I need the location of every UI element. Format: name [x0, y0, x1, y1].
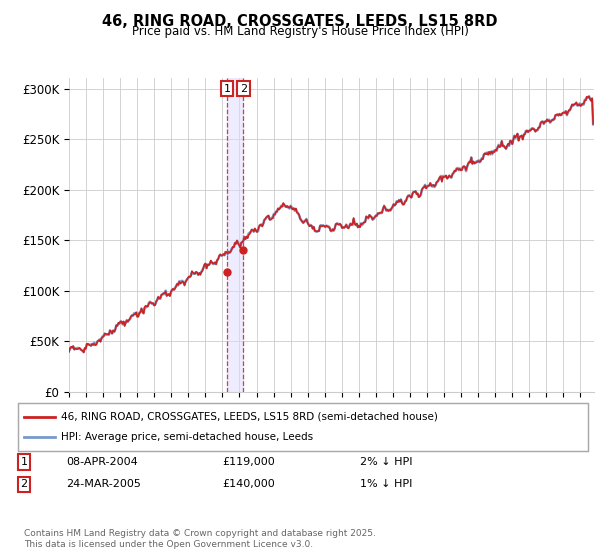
Text: 2: 2 — [20, 479, 28, 489]
Text: Price paid vs. HM Land Registry's House Price Index (HPI): Price paid vs. HM Land Registry's House … — [131, 25, 469, 38]
Text: 1: 1 — [20, 457, 28, 467]
Text: 24-MAR-2005: 24-MAR-2005 — [66, 479, 141, 489]
Text: 2: 2 — [240, 83, 247, 94]
Bar — [227, 78, 244, 392]
Text: £119,000: £119,000 — [222, 457, 275, 467]
Text: 1% ↓ HPI: 1% ↓ HPI — [360, 479, 412, 489]
Text: £140,000: £140,000 — [222, 479, 275, 489]
Text: HPI: Average price, semi-detached house, Leeds: HPI: Average price, semi-detached house,… — [61, 432, 313, 442]
Text: 46, RING ROAD, CROSSGATES, LEEDS, LS15 8RD (semi-detached house): 46, RING ROAD, CROSSGATES, LEEDS, LS15 8… — [61, 412, 437, 422]
Text: 1: 1 — [224, 83, 230, 94]
Text: Contains HM Land Registry data © Crown copyright and database right 2025.
This d: Contains HM Land Registry data © Crown c… — [24, 529, 376, 549]
Text: 2% ↓ HPI: 2% ↓ HPI — [360, 457, 413, 467]
Text: 46, RING ROAD, CROSSGATES, LEEDS, LS15 8RD: 46, RING ROAD, CROSSGATES, LEEDS, LS15 8… — [102, 14, 498, 29]
Text: 08-APR-2004: 08-APR-2004 — [66, 457, 138, 467]
